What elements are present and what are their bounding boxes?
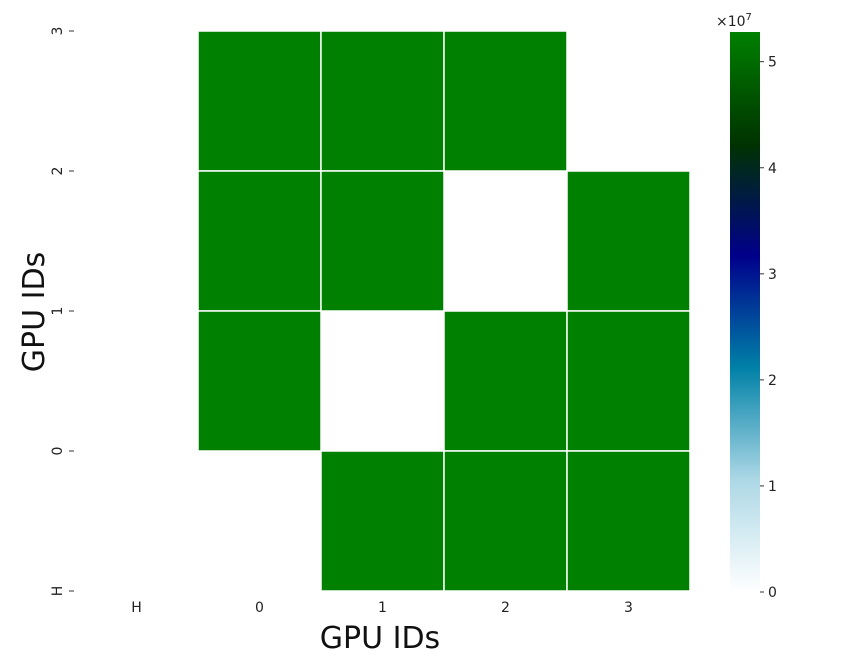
heatmap-cell — [566, 170, 691, 312]
heatmap-cell — [566, 310, 691, 452]
colorbar-tick-label: 4 — [768, 161, 777, 177]
colorbar-tick-label: 5 — [768, 55, 777, 71]
heatmap-cell — [197, 310, 322, 452]
colorbar-tick-label: 3 — [768, 267, 777, 283]
colorbar-tick-label: 2 — [768, 373, 777, 389]
heatmap-cell — [320, 450, 445, 592]
colorbar-tick-label: 1 — [768, 479, 777, 495]
x-tick-label: 2 — [501, 600, 510, 616]
x-tick-label: 3 — [624, 600, 633, 616]
colorbar: 0 1 2 3 4 5 — [730, 32, 777, 601]
heatmap-cell — [443, 30, 568, 172]
y-tick-label: 3 — [50, 27, 66, 36]
x-tick-label: H — [131, 600, 142, 616]
colorbar-bar — [730, 32, 760, 592]
y-axis-ticks: H 0 1 2 3 — [50, 27, 74, 597]
heatmap-cell — [566, 450, 691, 592]
y-axis-title: GPU IDs — [17, 252, 52, 372]
heatmap-cell — [443, 310, 568, 452]
x-tick-label: 1 — [378, 600, 387, 616]
y-tick-label: 1 — [50, 307, 66, 316]
y-tick-label: 0 — [50, 447, 66, 456]
colorbar-exponent: ×107 — [716, 12, 752, 30]
heatmap-cell — [320, 30, 445, 172]
colorbar-tick-label: 0 — [768, 585, 777, 601]
x-axis-ticks: H 0 1 2 3 — [131, 600, 633, 616]
x-tick-label: 0 — [255, 600, 264, 616]
heatmap-cell — [197, 170, 322, 312]
heatmap-cell — [443, 450, 568, 592]
heatmap-cell — [320, 170, 445, 312]
y-tick-label: 2 — [50, 167, 66, 176]
heatmap-cell — [197, 30, 322, 172]
x-axis-title: GPU IDs — [320, 621, 440, 656]
heatmap-cells — [197, 30, 691, 592]
y-tick-label: H — [50, 586, 66, 597]
